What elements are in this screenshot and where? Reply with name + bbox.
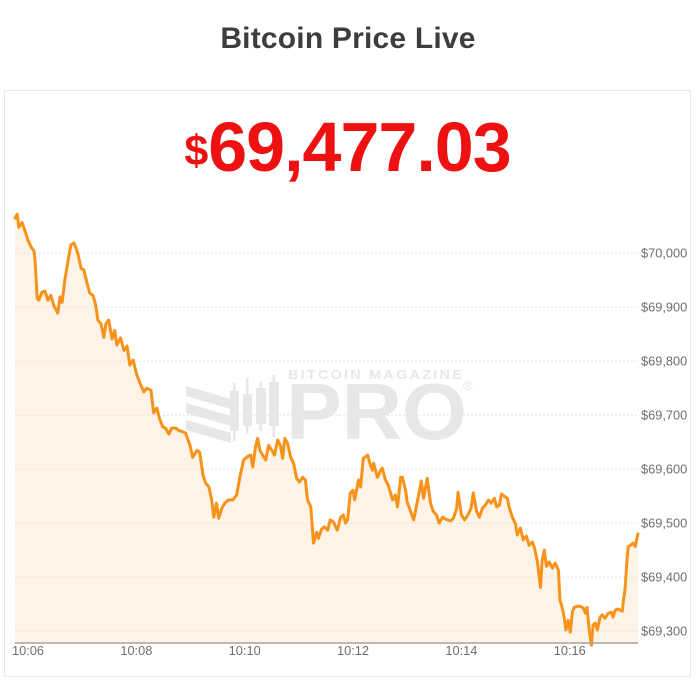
registered-trademark-icon: ® <box>463 378 473 393</box>
price-card: $69,477.03 BITCOIN MAGAZINE PRO ® $70 <box>4 90 691 677</box>
x-tick-label: 10:12 <box>337 643 369 658</box>
x-tick-label: 10:14 <box>445 643 477 658</box>
y-tick-label: $69,600 <box>641 462 687 477</box>
watermark-product-text: PRO <box>286 367 467 456</box>
watermark: BITCOIN MAGAZINE PRO ® <box>186 367 473 456</box>
live-price: $69,477.03 <box>5 112 690 182</box>
x-tick-label: 10:16 <box>554 643 586 658</box>
y-tick-label: $69,300 <box>641 624 687 639</box>
price-line <box>13 212 640 647</box>
x-tick-label: 10:08 <box>120 643 152 658</box>
page-title: Bitcoin Price Live <box>220 22 476 55</box>
y-tick-label: $70,000 <box>641 246 687 261</box>
watermark-brand-text: BITCOIN MAGAZINE <box>288 367 464 382</box>
bitcoin-magazine-logo-icon <box>186 375 279 443</box>
x-tick-label: 10:06 <box>12 643 44 658</box>
chart-layers <box>15 214 638 646</box>
price-chart: BITCOIN MAGAZINE PRO ® $70,000 $69,900 $69… <box>12 212 687 658</box>
y-tick-label: $69,400 <box>641 570 687 585</box>
y-tick-label: $69,900 <box>641 300 687 315</box>
area-fill <box>15 214 638 646</box>
y-tick-label: $69,500 <box>641 516 687 531</box>
x-tick-label: 10:10 <box>229 643 261 658</box>
y-tick-label: $69,800 <box>641 354 687 369</box>
price-amount: 69,477.03 <box>208 108 511 186</box>
currency-symbol: $ <box>184 127 209 175</box>
y-tick-label: $69,700 <box>641 408 687 423</box>
